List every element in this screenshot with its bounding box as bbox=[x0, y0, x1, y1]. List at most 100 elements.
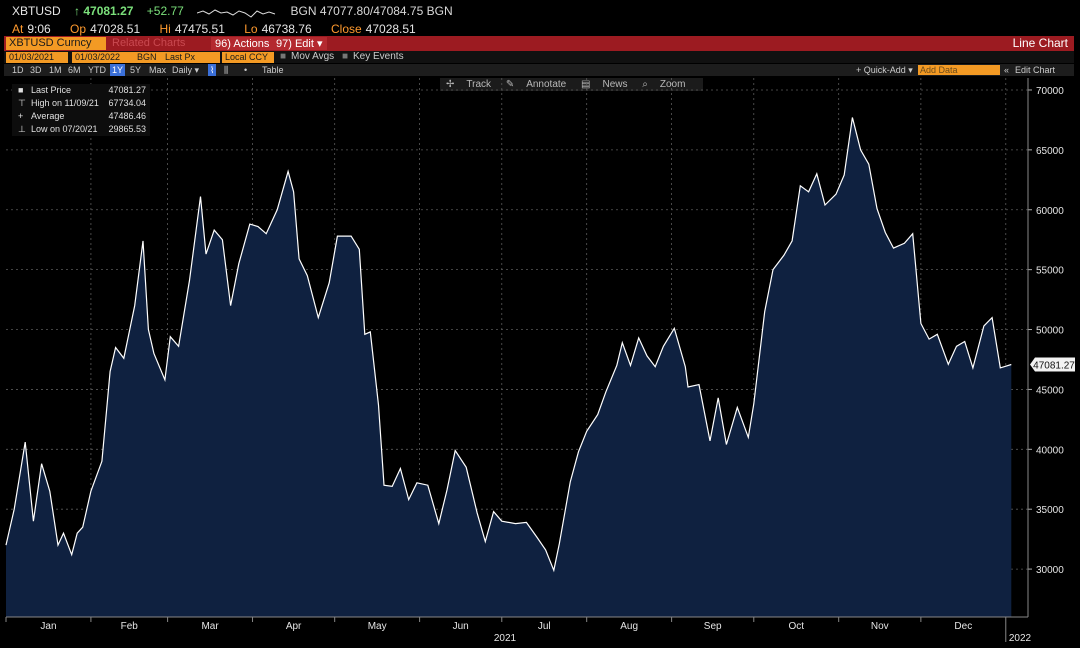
x-tick-label: Jun bbox=[453, 621, 469, 632]
currency-field[interactable]: Local CCY bbox=[222, 52, 274, 63]
range-3d[interactable]: 3D bbox=[30, 65, 42, 75]
zoom-tool[interactable]: Zoom bbox=[659, 79, 686, 90]
price-line bbox=[5, 117, 1012, 573]
key-events-toggle[interactable]: Key Events bbox=[353, 51, 404, 62]
date-controls: 01/03/2021 01/03/2022 BGN Last Px Local … bbox=[4, 51, 1074, 63]
legend-value: 29865.53 bbox=[108, 124, 146, 134]
x-tick-label: Nov bbox=[871, 621, 889, 632]
range-ytd[interactable]: YTD bbox=[88, 65, 106, 75]
high-label: Hi bbox=[159, 22, 171, 36]
x-tick-label: Mar bbox=[201, 621, 219, 632]
price-change: +52.77 bbox=[146, 4, 184, 18]
chart-type-title: Line Chart bbox=[1012, 36, 1068, 50]
last-price: ↑ 47081.27 bbox=[74, 4, 134, 18]
price-field[interactable]: Last Px bbox=[162, 52, 220, 63]
zoom-icon: ⌕ bbox=[642, 79, 648, 90]
table-button[interactable]: Table bbox=[262, 65, 284, 75]
more-icon[interactable]: • bbox=[244, 65, 248, 75]
y-tick-label: 45000 bbox=[1036, 385, 1064, 396]
edit-chart-button[interactable]: Edit Chart bbox=[1015, 65, 1056, 75]
sparkline-icon bbox=[196, 9, 276, 18]
frequency-select[interactable]: Daily ▾ bbox=[172, 65, 200, 75]
x-tick-label: Aug bbox=[620, 621, 638, 632]
x-tick-label: May bbox=[368, 621, 387, 632]
legend-label: Low on 07/20/21 bbox=[31, 124, 98, 134]
at-value: 9:06 bbox=[27, 22, 51, 36]
checkbox-icon[interactable]: ■ bbox=[280, 51, 287, 62]
open-value: 47028.51 bbox=[90, 22, 141, 36]
ohlc-line: At 9:06 Op 47028.51 Hi 47475.51 Lo 46738.76 … bbox=[12, 22, 432, 36]
y-tick-label: 50000 bbox=[1036, 326, 1064, 337]
annotate-icon: ✎ bbox=[505, 79, 515, 90]
low-marker-icon: ⊥ bbox=[18, 124, 26, 134]
range-5y[interactable]: 5Y bbox=[130, 65, 142, 75]
news-icon: ▤ bbox=[581, 79, 591, 90]
chart-tools: ✢ Track ✎ Annotate ▤ News ⌕ Zoom bbox=[440, 78, 704, 91]
x-tick-label: Oct bbox=[788, 621, 804, 632]
checkbox-icon[interactable]: ■ bbox=[342, 51, 349, 62]
y-tick-label: 40000 bbox=[1036, 445, 1064, 456]
related-charts-link[interactable]: Related Charts bbox=[112, 37, 186, 49]
legend-average: + Average 47486.46 bbox=[12, 110, 150, 123]
y-tick-label: 60000 bbox=[1036, 206, 1064, 217]
low-label: Lo bbox=[244, 22, 258, 36]
at-label: At bbox=[12, 22, 24, 36]
annotate-tool[interactable]: Annotate bbox=[526, 79, 567, 90]
range-max[interactable]: Max bbox=[149, 65, 167, 75]
range-1d[interactable]: 1D bbox=[12, 65, 24, 75]
y-tick-label: 55000 bbox=[1036, 266, 1064, 277]
legend-last-price: ■ Last Price 47081.27 bbox=[12, 84, 150, 97]
bid-ask-quote: BGN 47077.80/47084.75 BGN bbox=[290, 4, 453, 18]
legend-value: 47081.27 bbox=[108, 85, 146, 95]
quick-add-button[interactable]: + Quick-Add ▾ bbox=[856, 65, 913, 75]
range-1m[interactable]: 1M bbox=[49, 65, 62, 75]
y-tick-label: 70000 bbox=[1036, 86, 1064, 97]
last-value-label: 47081.27 bbox=[1033, 360, 1075, 371]
chart-style-icon[interactable]: ⌇ bbox=[208, 64, 217, 76]
range-1y[interactable]: 1Y bbox=[110, 64, 126, 76]
x-tick-label: Dec bbox=[954, 621, 972, 632]
legend-label: Average bbox=[31, 111, 65, 121]
x-tick-label: Apr bbox=[286, 621, 302, 632]
y-tick-label: 65000 bbox=[1036, 146, 1064, 157]
x-tick-label: Jan bbox=[40, 621, 56, 632]
y-tick-label: 30000 bbox=[1036, 565, 1064, 576]
bar-style-icon[interactable]: ⫼ bbox=[224, 65, 229, 75]
last-value-tag bbox=[1030, 357, 1075, 372]
square-icon: ■ bbox=[18, 85, 24, 95]
y-tick-label: 35000 bbox=[1036, 505, 1064, 516]
x-tick-label: Jul bbox=[538, 621, 551, 632]
average-marker-icon: + bbox=[18, 111, 24, 121]
track-icon: ✢ bbox=[446, 79, 455, 90]
x-tick-label: Feb bbox=[121, 621, 139, 632]
low-value: 46738.76 bbox=[261, 22, 312, 36]
source-field[interactable]: BGN bbox=[134, 52, 162, 63]
add-data-field[interactable]: Add Data bbox=[918, 65, 1000, 75]
news-tool[interactable]: News bbox=[602, 79, 628, 90]
end-date-field[interactable]: 01/03/2022 bbox=[72, 52, 134, 63]
actions-menu[interactable]: 96) Actions ▾ bbox=[211, 37, 282, 50]
legend-value: 67734.04 bbox=[108, 98, 146, 108]
open-label: Op bbox=[70, 22, 87, 36]
ticker-line: XBTUSD ↑ 47081.27 +52.77 BGN 47077.80/47… bbox=[12, 4, 463, 19]
edit-menu[interactable]: 97) Edit ▾ bbox=[272, 37, 327, 50]
track-tool[interactable]: Track bbox=[466, 79, 492, 90]
x-tick-label: Sep bbox=[704, 621, 722, 632]
mov-avgs-toggle[interactable]: Mov Avgs bbox=[291, 51, 335, 62]
legend-value: 47486.46 bbox=[108, 111, 146, 121]
start-date-field[interactable]: 01/03/2021 bbox=[6, 52, 68, 63]
legend-label: Last Price bbox=[31, 85, 72, 95]
legend-label: High on 11/09/21 bbox=[31, 98, 99, 108]
legend-low: ⊥ Low on 07/20/21 29865.53 bbox=[12, 123, 150, 136]
range-6m[interactable]: 6M bbox=[68, 65, 81, 75]
range-bar: 1D 3D 1M 6M YTD 1Y 5Y Max Daily ▾ ⌇ ⫼ • … bbox=[4, 64, 1074, 76]
chart-legend: ■ Last Price 47081.27 ⊤ High on 11/09/21 677… bbox=[12, 84, 150, 136]
x-axis-year-label: 2022 bbox=[1009, 633, 1032, 644]
security-input[interactable]: XBTUSD Curncy bbox=[6, 37, 106, 50]
price-area bbox=[6, 117, 1012, 617]
symbol: XBTUSD bbox=[12, 4, 61, 18]
command-bar: XBTUSD Curncy Related Charts 96) Actions… bbox=[4, 36, 1074, 51]
close-value: 47028.51 bbox=[365, 22, 416, 36]
collapse-icon[interactable]: « bbox=[1004, 65, 1010, 75]
